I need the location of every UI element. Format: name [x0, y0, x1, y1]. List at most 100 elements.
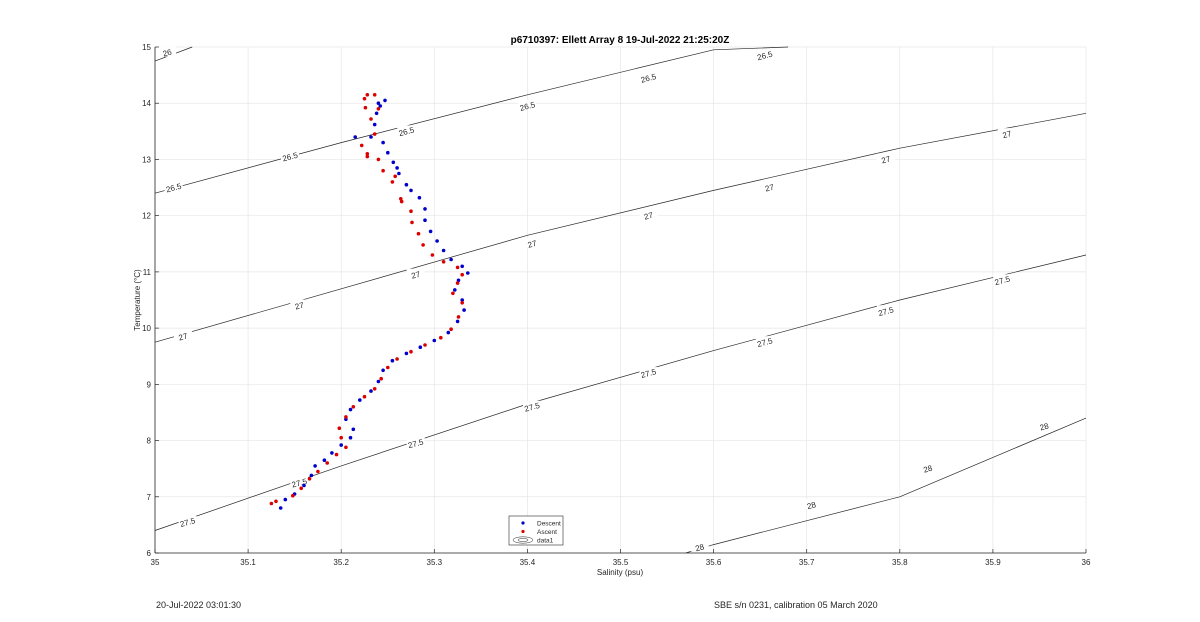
ascent-point — [269, 501, 274, 506]
contour-label: 27 — [410, 270, 421, 281]
ascent-point — [344, 415, 348, 419]
contour-label-bg — [876, 153, 895, 164]
contour-label-bg — [755, 336, 774, 347]
y-tick-label: 11 — [143, 268, 152, 277]
descent-point — [309, 473, 314, 478]
x-tick-label: 35.6 — [706, 558, 722, 567]
contour-label: 27 — [880, 154, 891, 165]
contour-label: 27 — [643, 211, 654, 222]
ascent-point — [299, 486, 304, 491]
x-tick-label: 35.5 — [613, 558, 629, 567]
ascent-point — [456, 315, 461, 319]
data-points — [269, 93, 470, 510]
ascent-point — [365, 152, 370, 156]
ascent-point — [455, 281, 460, 285]
descent-point — [397, 171, 401, 176]
ascent-point — [351, 405, 356, 409]
contour-label-bg — [639, 367, 658, 378]
ascent-point — [379, 376, 384, 381]
descent-point — [372, 122, 377, 127]
contour-label-bg — [639, 209, 658, 220]
contour-label: 27.5 — [756, 336, 774, 349]
legend-marker-contour — [512, 536, 534, 544]
descent-point — [369, 135, 373, 139]
ascent-point — [362, 96, 367, 101]
contour-label-bg — [523, 400, 542, 411]
descent-point — [462, 308, 466, 312]
y-tick-label: 10 — [142, 324, 151, 333]
descent-point — [378, 104, 383, 108]
descent-point — [353, 135, 358, 139]
legend-entry-data1: data1 — [537, 538, 554, 545]
ascent-point — [423, 343, 427, 347]
x-tick-label: 35.3 — [427, 558, 443, 567]
legend-marker-ascent — [521, 529, 525, 534]
contour-label-bg — [397, 125, 416, 136]
descent-point — [351, 427, 356, 432]
legend-entry-descent: Descent — [537, 521, 561, 528]
x-axis-label: Salinity (psu) — [597, 568, 644, 577]
descent-point — [381, 140, 385, 145]
legend-marker-contour — [517, 538, 529, 542]
ascent-point — [291, 493, 295, 498]
x-tick-label: 35 — [151, 558, 160, 567]
descent-point — [460, 298, 465, 302]
descent-point — [432, 338, 437, 343]
ascent-point — [393, 174, 398, 179]
ascent-point — [390, 180, 395, 184]
x-tick-label: 35.9 — [985, 558, 1001, 567]
x-tick-label: 36 — [1082, 558, 1091, 567]
ascent-point — [439, 335, 443, 340]
descent-point — [278, 506, 283, 510]
descent-point — [358, 398, 362, 402]
contour-label: 26 — [162, 47, 173, 58]
contour-line-27 — [154, 112, 1087, 343]
contour-label: 26.5 — [756, 49, 774, 62]
ascent-point — [376, 157, 381, 162]
descent-point — [391, 160, 396, 165]
descent-point — [428, 229, 433, 234]
ascent-point — [399, 197, 403, 201]
x-tick-label: 35.7 — [799, 558, 815, 567]
contour-label: 27 — [764, 182, 775, 193]
ascent-point — [399, 199, 404, 204]
y-tick-label: 8 — [147, 437, 152, 446]
ascent-point — [339, 435, 344, 440]
ascent-point — [449, 327, 453, 332]
ascent-point — [409, 349, 413, 354]
contour-label: 27.5 — [640, 367, 658, 380]
y-tick-label: 9 — [147, 380, 152, 389]
ascent-point — [395, 357, 399, 361]
ascent-point — [362, 394, 367, 399]
contour-label: 27 — [527, 239, 538, 250]
contour-label: 26.5 — [165, 182, 183, 195]
contour-label: 27.5 — [179, 516, 197, 529]
ascent-point — [381, 168, 385, 173]
descent-point — [348, 435, 353, 440]
contour-label-bg — [173, 330, 192, 341]
contour-label-bg — [755, 49, 774, 60]
contour-label-bg — [178, 516, 197, 527]
chart-title: p6710397: Ellett Array 8 19-Jul-2022 21:… — [511, 35, 730, 46]
contour-label-bg — [802, 499, 821, 510]
x-tick-label: 35.1 — [240, 558, 256, 567]
descent-point — [466, 271, 470, 275]
contour-label-bg — [918, 462, 937, 473]
ascent-point — [307, 477, 312, 481]
descent-point — [449, 257, 453, 262]
descent-point — [348, 407, 353, 412]
axes: 35 35.1 35.2 35.3 35.4 35.5 35.6 35.7 35.8 35.9 36… — [142, 43, 1091, 567]
descent-point — [453, 288, 457, 292]
contour-label-bg — [639, 71, 658, 82]
descent-point — [435, 239, 439, 243]
ascent-point — [344, 445, 348, 450]
descent-point — [455, 319, 460, 324]
contour-label: 27.5 — [994, 274, 1012, 287]
ascent-point — [441, 260, 446, 264]
ascent-point — [372, 93, 377, 97]
contour-label-bg — [518, 100, 537, 111]
contour-label: 26.5 — [640, 72, 658, 85]
contour-label: 27.5 — [523, 401, 541, 414]
